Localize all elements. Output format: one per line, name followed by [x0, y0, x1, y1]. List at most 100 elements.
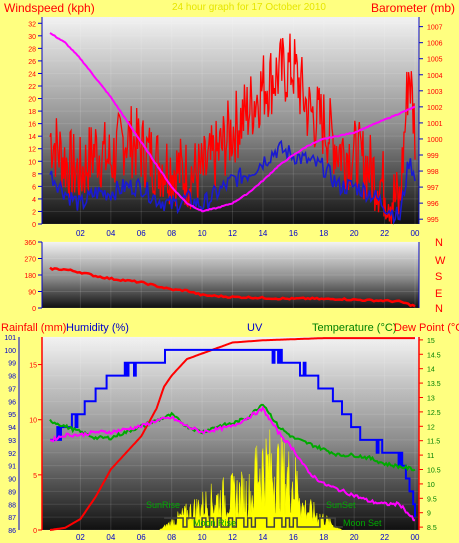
rain-tick-label: 10 — [29, 418, 37, 425]
barometer-tick-label: 997 — [427, 185, 439, 192]
x-tick-label-top: 20 — [350, 229, 359, 238]
wind-tick-label: 8 — [32, 172, 36, 179]
rain-tick-label: 0 — [33, 528, 37, 535]
rain-tick-label: 15 — [29, 363, 37, 370]
wind-tick-label: 12 — [28, 147, 36, 154]
wind-average-series-line — [49, 139, 416, 225]
x-tick-label-bottom: 18 — [319, 533, 328, 542]
wind-tick-label: 32 — [28, 21, 36, 28]
moonrise-annotation: Moon Rise — [193, 518, 236, 528]
wind-tick-label: 24 — [28, 71, 36, 78]
temp-tick-label: 9 — [427, 511, 431, 518]
x-tick-label-bottom: 00 — [411, 533, 420, 542]
x-tick-label-top: 10 — [198, 229, 207, 238]
wind-tick-label: 10 — [28, 159, 36, 166]
humidity-tick-label: 93 — [8, 438, 16, 445]
barometer-series-line — [49, 32, 416, 213]
windspeed-series-line — [49, 33, 416, 225]
humidity-tick-label: 96 — [8, 399, 16, 406]
temp-tick-label: 13 — [427, 395, 435, 402]
humidity-tick-label: 99 — [8, 361, 16, 368]
wind-tick-label: 6 — [32, 184, 36, 191]
temperature-series-line — [49, 403, 416, 472]
compass-label: S — [435, 271, 442, 283]
x-tick-label-top: 08 — [167, 229, 176, 238]
wind-tick-label: 18 — [28, 109, 36, 116]
dew-point-series-line — [49, 405, 416, 522]
humidity-tick-label: 88 — [8, 502, 16, 509]
compass-label: N — [435, 303, 443, 315]
humidity-label: Humidity (%) — [66, 322, 129, 334]
barometer-tick-label: 999 — [427, 153, 439, 160]
humidity-tick-label: 97 — [8, 386, 16, 393]
temp-tick-label: 8.5 — [427, 525, 437, 532]
wind-tick-label: 14 — [28, 134, 36, 141]
wind-tick-label: 2 — [32, 209, 36, 216]
x-tick-label-top: 04 — [106, 229, 115, 238]
wind-tick-label: 16 — [28, 122, 36, 129]
x-tick-label-top: 22 — [380, 229, 389, 238]
barometer-tick-label: 1002 — [427, 105, 443, 112]
wind-tick-label: 4 — [32, 197, 36, 204]
x-tick-label-top: 16 — [289, 229, 298, 238]
moonset-annotation: Moon Set — [343, 518, 382, 528]
rainfall-label: Rainfall (mm) — [1, 322, 66, 334]
humidity-series-line — [50, 348, 416, 518]
x-tick-label-bottom: 12 — [228, 533, 237, 542]
uv-area — [158, 429, 343, 531]
humidity-tick-label: 100 — [4, 348, 16, 355]
temp-tick-label: 15 — [427, 338, 435, 345]
wind-direction-series-line — [49, 266, 416, 308]
compass-label: N — [435, 237, 443, 249]
temp-tick-label: 14.5 — [427, 352, 441, 359]
humidity-tick-label: 86 — [8, 528, 16, 535]
x-tick-label-bottom: 14 — [258, 533, 267, 542]
dew-point-label: Dew Point (°C) — [394, 322, 459, 334]
barometer-tick-label: 995 — [427, 217, 439, 224]
wind-tick-label: 28 — [28, 46, 36, 53]
x-tick-label-bottom: 10 — [198, 533, 207, 542]
x-tick-label-bottom: 04 — [106, 533, 115, 542]
x-tick-label-bottom: 06 — [137, 533, 146, 542]
sunset-annotation: SunSet — [326, 500, 356, 510]
humidity-tick-label: 92 — [8, 451, 16, 458]
wind-tick-label: 22 — [28, 84, 36, 91]
barometer-tick-label: 1005 — [427, 57, 443, 64]
x-tick-label-bottom: 08 — [167, 533, 176, 542]
humidity-tick-label: 98 — [8, 374, 16, 381]
humidity-tick-label: 87 — [8, 515, 16, 522]
uv-label: UV — [247, 322, 263, 334]
humidity-tick-label: 94 — [8, 425, 16, 432]
temp-tick-label: 11.5 — [427, 439, 440, 446]
barometer-tick-label: 1007 — [427, 25, 443, 32]
direction-tick-label: 360 — [24, 240, 36, 247]
chart-title: 24 hour graph for 17 October 2010 — [172, 2, 326, 13]
temperature-label: Temperature (°C) — [312, 322, 396, 334]
direction-tick-label: 0 — [32, 306, 36, 313]
humidity-tick-label: 95 — [8, 412, 16, 419]
temp-tick-label: 14 — [427, 367, 435, 374]
x-tick-label-top: 18 — [319, 229, 328, 238]
humidity-tick-label: 89 — [8, 489, 16, 496]
rain-tick-label: 5 — [33, 473, 37, 480]
barometer-tick-label: 1001 — [427, 121, 443, 128]
barometer-tick-label: 996 — [427, 201, 439, 208]
humidity-tick-label: 90 — [8, 477, 16, 484]
humidity-tick-label: 91 — [8, 464, 16, 471]
temp-tick-label: 9.5 — [427, 496, 437, 503]
barometer-tick-label: 1000 — [427, 137, 443, 144]
x-tick-label-top: 12 — [228, 229, 237, 238]
x-tick-label-bottom: 20 — [350, 533, 359, 542]
barometer-label: Barometer (mb) — [371, 1, 455, 15]
compass-label: W — [435, 255, 446, 267]
x-tick-label-bottom: 16 — [289, 533, 298, 542]
compass-label: E — [435, 288, 442, 300]
temp-tick-label: 10.5 — [427, 468, 441, 475]
barometer-tick-label: 1006 — [427, 41, 443, 48]
x-tick-label-top: 06 — [137, 229, 146, 238]
temp-tick-label: 12 — [427, 424, 435, 431]
sunshine-line — [164, 517, 343, 528]
barometer-tick-label: 1003 — [427, 89, 443, 96]
direction-tick-label: 90 — [28, 290, 36, 297]
